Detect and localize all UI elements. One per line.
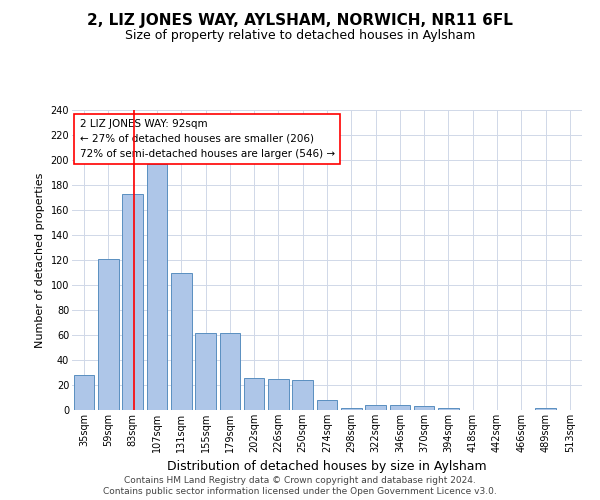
Bar (74, 375, 94, 410)
Text: 2, LIZ JONES WAY, AYLSHAM, NORWICH, NR11 6FL: 2, LIZ JONES WAY, AYLSHAM, NORWICH, NR11… (87, 12, 513, 28)
Bar (341, 408, 362, 410)
Bar (365, 405, 386, 410)
Bar (244, 378, 265, 410)
X-axis label: Distribution of detached houses by size in Aylsham: Distribution of detached houses by size … (167, 460, 487, 473)
Text: Contains HM Land Registry data © Crown copyright and database right 2024.: Contains HM Land Registry data © Crown c… (124, 476, 476, 485)
Bar (146, 164, 167, 410)
Bar (438, 408, 459, 410)
Bar (98, 259, 119, 410)
Bar (171, 272, 191, 410)
Text: Size of property relative to detached houses in Aylsham: Size of property relative to detached ho… (125, 29, 475, 42)
Text: Contains public sector information licensed under the Open Government Licence v3: Contains public sector information licen… (103, 488, 497, 496)
Bar (268, 379, 289, 410)
Bar (414, 406, 434, 410)
Bar (292, 380, 313, 410)
Text: 2 LIZ JONES WAY: 92sqm
← 27% of detached houses are smaller (206)
72% of semi-de: 2 LIZ JONES WAY: 92sqm ← 27% of detached… (80, 119, 335, 158)
Bar (195, 332, 216, 410)
Bar (389, 405, 410, 410)
Bar (535, 408, 556, 410)
Y-axis label: Number of detached properties: Number of detached properties (35, 172, 45, 348)
Bar (220, 332, 240, 410)
Bar (122, 194, 143, 410)
Bar (317, 400, 337, 410)
